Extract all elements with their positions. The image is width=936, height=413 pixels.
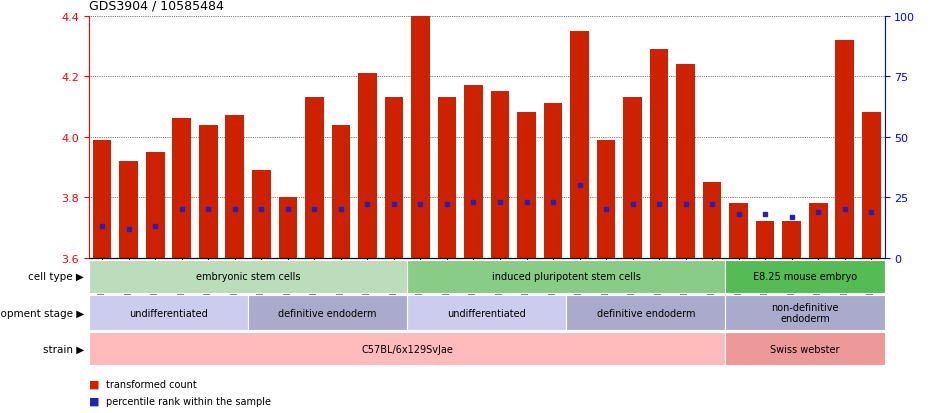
Bar bbox=[756, 222, 774, 258]
Text: embryonic stem cells: embryonic stem cells bbox=[196, 272, 300, 282]
Bar bbox=[407, 260, 725, 293]
Text: strain ▶: strain ▶ bbox=[43, 344, 84, 354]
Bar bbox=[782, 222, 801, 258]
Text: development stage ▶: development stage ▶ bbox=[0, 308, 84, 318]
Bar bbox=[89, 295, 248, 330]
Bar bbox=[89, 332, 725, 366]
Bar bbox=[729, 204, 748, 258]
Text: GDS3904 / 10585484: GDS3904 / 10585484 bbox=[89, 0, 224, 12]
Bar bbox=[120, 161, 138, 258]
Bar bbox=[836, 40, 854, 258]
Bar bbox=[172, 119, 191, 258]
Text: percentile rank within the sample: percentile rank within the sample bbox=[106, 396, 271, 406]
Bar bbox=[650, 50, 668, 258]
Text: definitive endoderm: definitive endoderm bbox=[278, 308, 377, 318]
Bar bbox=[623, 98, 642, 258]
Bar bbox=[385, 98, 403, 258]
Bar bbox=[146, 152, 165, 258]
Bar bbox=[93, 140, 111, 258]
Text: non-definitive
endoderm: non-definitive endoderm bbox=[771, 302, 839, 324]
Bar bbox=[725, 295, 885, 330]
Bar bbox=[570, 32, 589, 258]
Bar bbox=[725, 332, 885, 366]
Bar bbox=[305, 98, 324, 258]
Bar bbox=[407, 295, 566, 330]
Text: definitive endoderm: definitive endoderm bbox=[596, 308, 695, 318]
Bar bbox=[358, 74, 376, 258]
Text: E8.25 mouse embryo: E8.25 mouse embryo bbox=[753, 272, 857, 282]
Bar bbox=[279, 198, 297, 258]
Bar bbox=[464, 86, 483, 258]
Bar bbox=[248, 295, 407, 330]
Text: undifferentiated: undifferentiated bbox=[447, 308, 526, 318]
Bar bbox=[677, 65, 695, 258]
Bar bbox=[544, 104, 563, 258]
Bar bbox=[809, 204, 827, 258]
Text: transformed count: transformed count bbox=[106, 379, 197, 389]
Bar bbox=[411, 17, 430, 258]
Bar bbox=[518, 113, 535, 258]
Bar bbox=[89, 260, 407, 293]
Text: cell type ▶: cell type ▶ bbox=[28, 272, 84, 282]
Bar bbox=[862, 113, 881, 258]
Text: ■: ■ bbox=[89, 379, 99, 389]
Bar bbox=[226, 116, 244, 258]
Text: ■: ■ bbox=[89, 396, 99, 406]
Text: induced pluripotent stem cells: induced pluripotent stem cells bbox=[491, 272, 641, 282]
Bar bbox=[490, 92, 509, 258]
Bar bbox=[252, 171, 271, 258]
Bar bbox=[199, 125, 217, 258]
Text: undifferentiated: undifferentiated bbox=[129, 308, 208, 318]
Bar bbox=[566, 295, 725, 330]
Bar bbox=[597, 140, 615, 258]
Bar bbox=[331, 125, 350, 258]
Bar bbox=[725, 260, 885, 293]
Bar bbox=[703, 183, 722, 258]
Text: C57BL/6x129SvJae: C57BL/6x129SvJae bbox=[361, 344, 453, 354]
Bar bbox=[438, 98, 456, 258]
Text: Swiss webster: Swiss webster bbox=[770, 344, 840, 354]
